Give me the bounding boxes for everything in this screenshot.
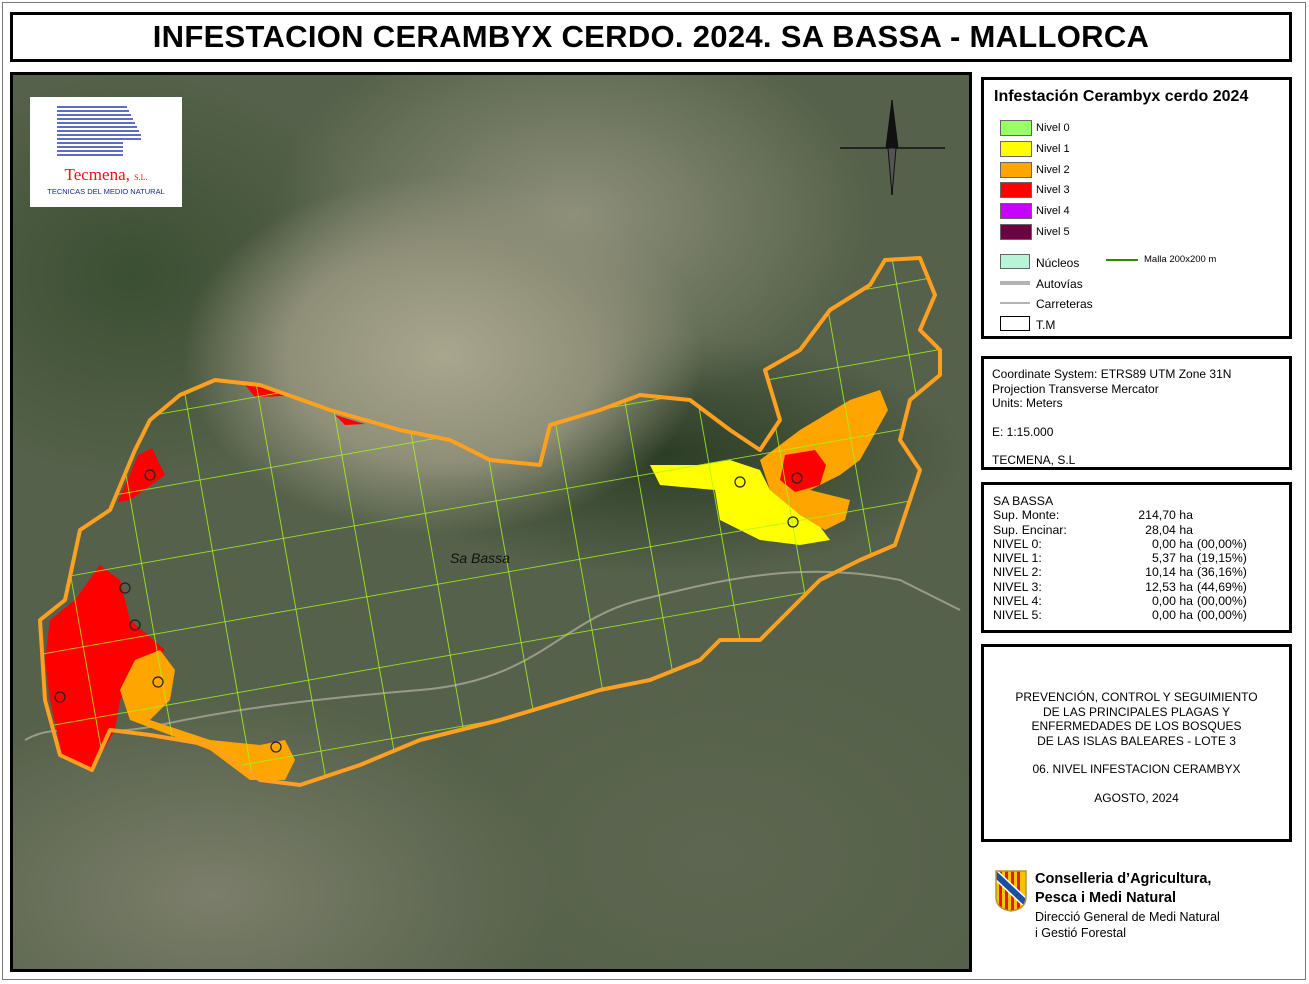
legend-nucleos: Núcleos — [1036, 256, 1080, 270]
stats-percent — [1193, 508, 1197, 522]
swatch-nivel-2 — [1000, 162, 1032, 178]
sample-point[interactable] — [787, 516, 799, 528]
sample-point[interactable] — [119, 582, 131, 594]
stats-label: NIVEL 4: — [993, 594, 1042, 609]
swatch-nivel-3 — [1000, 182, 1032, 198]
stats-label: NIVEL 3: — [993, 579, 1042, 594]
map-name: 06. NIVEL INFESTACION CERAMBYX — [1032, 762, 1241, 776]
legend-autovias: Autovías — [1036, 277, 1083, 291]
project-line: DE LAS PRINCIPALES PLAGAS Y — [1043, 704, 1230, 719]
project-line: DE LAS ISLAS BALEARES - LOTE 3 — [1037, 733, 1236, 748]
legend-panel: Infestación Cerambyx cerdo 2024 Nivel 0 … — [981, 77, 1292, 339]
map-author: TECMENA, S.L — [992, 453, 1076, 467]
stats-percent: (00,00%) — [1197, 608, 1247, 623]
stats-row: NIVEL 1: 5,37 ha (19,15%) — [993, 551, 1289, 565]
sample-point[interactable] — [54, 691, 66, 703]
north-arrow-icon — [840, 99, 945, 196]
legend-carreteras: Carreteras — [1036, 297, 1093, 311]
stats-area: 0,00 ha — [1151, 594, 1193, 609]
legend-nivel-4: Nivel 4 — [1036, 205, 1070, 217]
swatch-nucleos — [1000, 254, 1030, 269]
coordinate-panel: Coordinate System: ETRS89 UTM Zone 31N P… — [981, 356, 1292, 470]
swatch-nivel-0 — [1000, 120, 1032, 136]
map-view[interactable]: Tecmena, S.L. TECNICAS DEL MEDIO NATURAL… — [10, 72, 972, 972]
malla-grid — [40, 258, 940, 785]
legend-nivel-3: Nivel 3 — [1036, 184, 1070, 196]
stats-panel: SA BASSA Sup. Monte: 214,70 ha Sup. Encina… — [981, 482, 1292, 633]
stats-row: NIVEL 0: 0,00 ha (00,00%) — [993, 537, 1289, 551]
map-overlay — [24, 99, 961, 787]
legend-nivel-5: Nivel 5 — [1036, 226, 1070, 238]
sample-point[interactable] — [152, 676, 164, 688]
stats-percent — [1193, 523, 1197, 537]
sample-point[interactable] — [270, 741, 282, 753]
stats-percent: (00,00%) — [1197, 594, 1247, 609]
swatch-malla — [1106, 259, 1138, 261]
swatch-nivel-5 — [1000, 224, 1032, 240]
swatch-nivel-4 — [1000, 203, 1032, 219]
project-line: PREVENCIÓN, CONTROL Y SEGUIMIENTO — [1015, 690, 1258, 704]
stats-row: NIVEL 2: 10,14 ha (36,16%) — [993, 565, 1289, 579]
swatch-carreteras — [1000, 302, 1030, 304]
stats-title: SA BASSA — [993, 494, 1054, 508]
stats-label: NIVEL 5: — [993, 608, 1042, 623]
government-logo: Conselleria d’Agricultura, Pesca i Medi N… — [994, 867, 1294, 947]
stats-row: Sup. Monte: 214,70 ha — [993, 508, 1289, 522]
tecmena-logo: Tecmena, S.L. TECNICAS DEL MEDIO NATURAL — [30, 97, 182, 207]
map-date: AGOSTO, 2024 — [1094, 790, 1179, 805]
stats-row: NIVEL 4: 0,00 ha (00,00%) — [993, 594, 1289, 608]
stats-area: 214,70 ha — [1138, 508, 1193, 523]
coord-system: Coordinate System: ETRS89 UTM Zone 31N — [992, 367, 1232, 381]
stats-label: Sup. Monte: — [993, 508, 1060, 523]
stats-percent: (19,15%) — [1197, 551, 1247, 566]
legend-malla: Malla 200x200 m — [1144, 254, 1217, 265]
sample-point[interactable] — [734, 476, 746, 488]
legend-nivel-1: Nivel 1 — [1036, 143, 1070, 155]
legend-tm: T.M — [1036, 318, 1056, 332]
stats-area: 28,04 ha — [1145, 522, 1193, 537]
tecmena-tagline: TECNICAS DEL MEDIO NATURAL — [47, 187, 165, 196]
tecmena-suffix: S.L. — [134, 173, 148, 182]
tecmena-name: Tecmena, — [64, 165, 130, 184]
project-line: ENFERMEDADES DE LOS BOSQUES — [1031, 719, 1242, 733]
gov-line-1: Conselleria d’Agricultura, — [1035, 871, 1212, 887]
balearic-shield-icon — [995, 870, 1027, 912]
stats-area: 0,00 ha — [1151, 536, 1193, 551]
stats-percent: (44,69%) — [1197, 579, 1247, 594]
sample-point[interactable] — [144, 469, 156, 481]
stats-row: NIVEL 3: 12,53 ha (44,69%) — [993, 580, 1289, 594]
map-title: INFESTACION CERAMBYX CERDO. 2024. SA BAS… — [10, 12, 1292, 62]
stats-area: 12,53 ha — [1145, 579, 1193, 594]
stats-row: Sup. Encinar: 28,04 ha — [993, 523, 1289, 537]
coord-projection: Projection Transverse Mercator — [992, 381, 1159, 396]
coord-units: Units: Meters — [992, 396, 1063, 410]
legend-nivel-2: Nivel 2 — [1036, 164, 1070, 176]
study-area-boundary[interactable] — [38, 256, 942, 787]
stats-label: NIVEL 1: — [993, 551, 1042, 566]
tecmena-emblem-icon — [57, 106, 141, 156]
gov-line-2: Pesca i Medi Natural — [1035, 890, 1177, 906]
gov-line-3: Direcció General de Medi Natural — [1035, 910, 1220, 924]
stats-label: NIVEL 0: — [993, 536, 1042, 551]
legend-nivel-0: Nivel 0 — [1036, 122, 1070, 134]
stats-percent: (00,00%) — [1197, 536, 1247, 551]
stats-row: NIVEL 5: 0,00 ha (00,00%) — [993, 608, 1289, 622]
legend-title: Infestación Cerambyx cerdo 2024 — [994, 88, 1249, 105]
map-scale: E: 1:15.000 — [992, 424, 1054, 439]
sample-point[interactable] — [129, 619, 141, 631]
swatch-tm — [1000, 316, 1030, 331]
stats-area: 0,00 ha — [1151, 608, 1193, 623]
swatch-autovias — [1000, 281, 1030, 285]
swatch-nivel-1 — [1000, 141, 1032, 157]
project-panel: PREVENCIÓN, CONTROL Y SEGUIMIENTO DE LAS… — [981, 644, 1292, 842]
stats-label: Sup. Encinar: — [993, 522, 1067, 537]
stats-percent: (36,16%) — [1197, 565, 1247, 580]
stats-label: NIVEL 2: — [993, 565, 1042, 580]
stats-area: 10,14 ha — [1145, 565, 1193, 580]
stats-area: 5,37 ha — [1151, 551, 1193, 566]
place-label: Sa Bassa — [450, 550, 510, 566]
sample-point[interactable] — [791, 472, 803, 484]
gov-line-4: i Gestió Forestal — [1035, 926, 1127, 940]
